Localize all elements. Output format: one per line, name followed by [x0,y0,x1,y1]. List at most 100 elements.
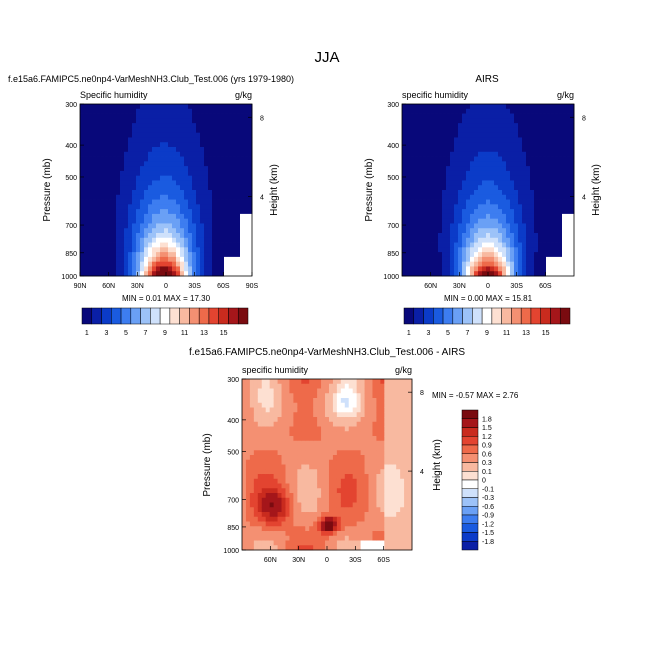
diff-field-cell [317,488,321,493]
diff-field-cell [349,498,353,503]
diff-field-cell [258,493,262,498]
airs-field-cell [546,266,550,271]
model-field-cell [80,209,84,214]
model-field-cell [144,223,148,228]
model-field-cell [172,247,176,252]
airs-field-cell [554,219,558,224]
airs-field-cell [558,180,562,185]
diff-field-cell [321,389,325,394]
diff-field-cell [384,536,388,541]
diff-field-cell [404,398,408,403]
model-colorbar-swatch [92,308,102,324]
diff-field-cell [270,384,274,389]
airs-field-cell [546,257,550,262]
model-field-cell [92,262,96,267]
model-field-cell [228,243,232,248]
diff-field-cell [400,512,404,517]
diff-field-cell [254,460,258,465]
airs-field-cell [498,166,502,171]
airs-field-cell [558,200,562,205]
airs-field-cell [506,219,510,224]
airs-field-cell [426,190,430,195]
airs-field-cell [478,219,482,224]
model-field-cell [224,109,228,114]
airs-field-cell [550,123,554,128]
diff-field-cell [345,379,349,384]
airs-field-cell [430,123,434,128]
model-field-cell [184,185,188,190]
diff-field-cell [289,498,293,503]
airs-field-cell [474,243,478,248]
model-field-cell [92,238,96,243]
diff-field-cell [388,469,392,474]
airs-field-cell [566,228,570,233]
model-field-cell [116,123,120,128]
model-field-cell [236,171,240,176]
diff-field-cell [321,412,325,417]
diff-field-cell [313,465,317,470]
model-field-cell [200,200,204,205]
airs-field-cell [446,123,450,128]
diff-field-cell [289,469,293,474]
diff-field-cell [297,393,301,398]
airs-field-cell [546,133,550,138]
airs-field-cell [546,223,550,228]
diff-field-cell [365,460,369,465]
diff-field-cell [380,403,384,408]
model-field-cell [88,209,92,214]
model-field-cell [160,152,164,157]
airs-field-cell [406,133,410,138]
model-field-cell [220,123,224,128]
model-field-cell [168,104,172,109]
diff-field-cell [384,503,388,508]
airs-field-cell [514,166,518,171]
model-field-cell [116,180,120,185]
model-field-cell [180,219,184,224]
airs-field-cell [522,185,526,190]
airs-field-cell [554,128,558,133]
model-field-cell [172,176,176,181]
diff-field-cell [333,384,337,389]
airs-field-cell [542,137,546,142]
airs-field-cell [494,180,498,185]
diff-field-cell [254,479,258,484]
diff-field-cell [282,460,286,465]
model-field-cell [148,204,152,209]
diff-field-cell [274,517,278,522]
model-field-cell [216,114,220,119]
airs-colorbar-swatch [511,308,521,324]
diff-field-cell [376,441,380,446]
model-field-cell [136,190,140,195]
diff-field-cell [341,398,345,403]
airs-field-cell [410,195,414,200]
airs-field-cell [562,128,566,133]
airs-field-cell [446,243,450,248]
airs-field-cell [438,133,442,138]
airs-field-cell [478,200,482,205]
model-field-cell [180,233,184,238]
diff-field-cell [289,417,293,422]
diff-field-cell [309,398,313,403]
airs-field-cell [406,123,410,128]
diff-field-cell [337,484,341,489]
diff-field-cell [270,526,274,531]
model-field-cell [160,190,164,195]
airs-field-cell [426,128,430,133]
airs-height-tick-label: 8 [582,115,586,122]
airs-field-cell [442,262,446,267]
airs-field-cell [450,195,454,200]
model-field-cell [232,118,236,123]
model-field-cell [200,266,204,271]
airs-field-cell [422,209,426,214]
model-field-cell [220,238,224,243]
airs-field-cell [546,228,550,233]
airs-field-cell [414,133,418,138]
diff-field-cell [384,422,388,427]
diff-field-cell [282,541,286,546]
model-field-cell [216,142,220,147]
model-field-cell [80,238,84,243]
airs-field-cell [434,128,438,133]
airs-field-cell [566,137,570,142]
airs-field-cell [534,114,538,119]
airs-field-cell [510,176,514,181]
